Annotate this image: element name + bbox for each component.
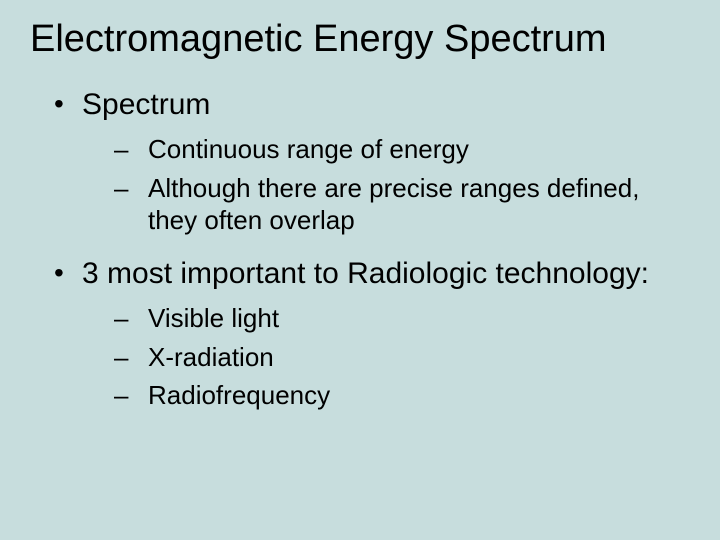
list-item: Continuous range of energy: [114, 133, 690, 166]
list-item: 3 most important to Radiologic technolog…: [54, 255, 690, 412]
list-item-text: 3 most important to Radiologic technolog…: [82, 257, 649, 290]
list-item-text: Continuous range of energy: [148, 134, 469, 164]
bullet-list-level1: Spectrum Continuous range of energy Alth…: [30, 86, 690, 412]
bullet-list-level2: Visible light X-radiation Radiofrequency: [82, 302, 690, 412]
list-item: X-radiation: [114, 341, 690, 374]
list-item-text: Visible light: [148, 303, 279, 333]
slide: Electromagnetic Energy Spectrum Spectrum…: [0, 0, 720, 540]
list-item: Spectrum Continuous range of energy Alth…: [54, 86, 690, 237]
list-item: Radiofrequency: [114, 379, 690, 412]
slide-title: Electromagnetic Energy Spectrum: [30, 18, 690, 62]
list-item: Visible light: [114, 302, 690, 335]
list-item-text: X-radiation: [148, 342, 274, 372]
list-item-text: Spectrum: [82, 88, 210, 121]
list-item: Although there are precise ranges define…: [114, 172, 690, 237]
bullet-list-level2: Continuous range of energy Although ther…: [82, 133, 690, 237]
list-item-text: Although there are precise ranges define…: [148, 173, 639, 236]
list-item-text: Radiofrequency: [148, 380, 330, 410]
